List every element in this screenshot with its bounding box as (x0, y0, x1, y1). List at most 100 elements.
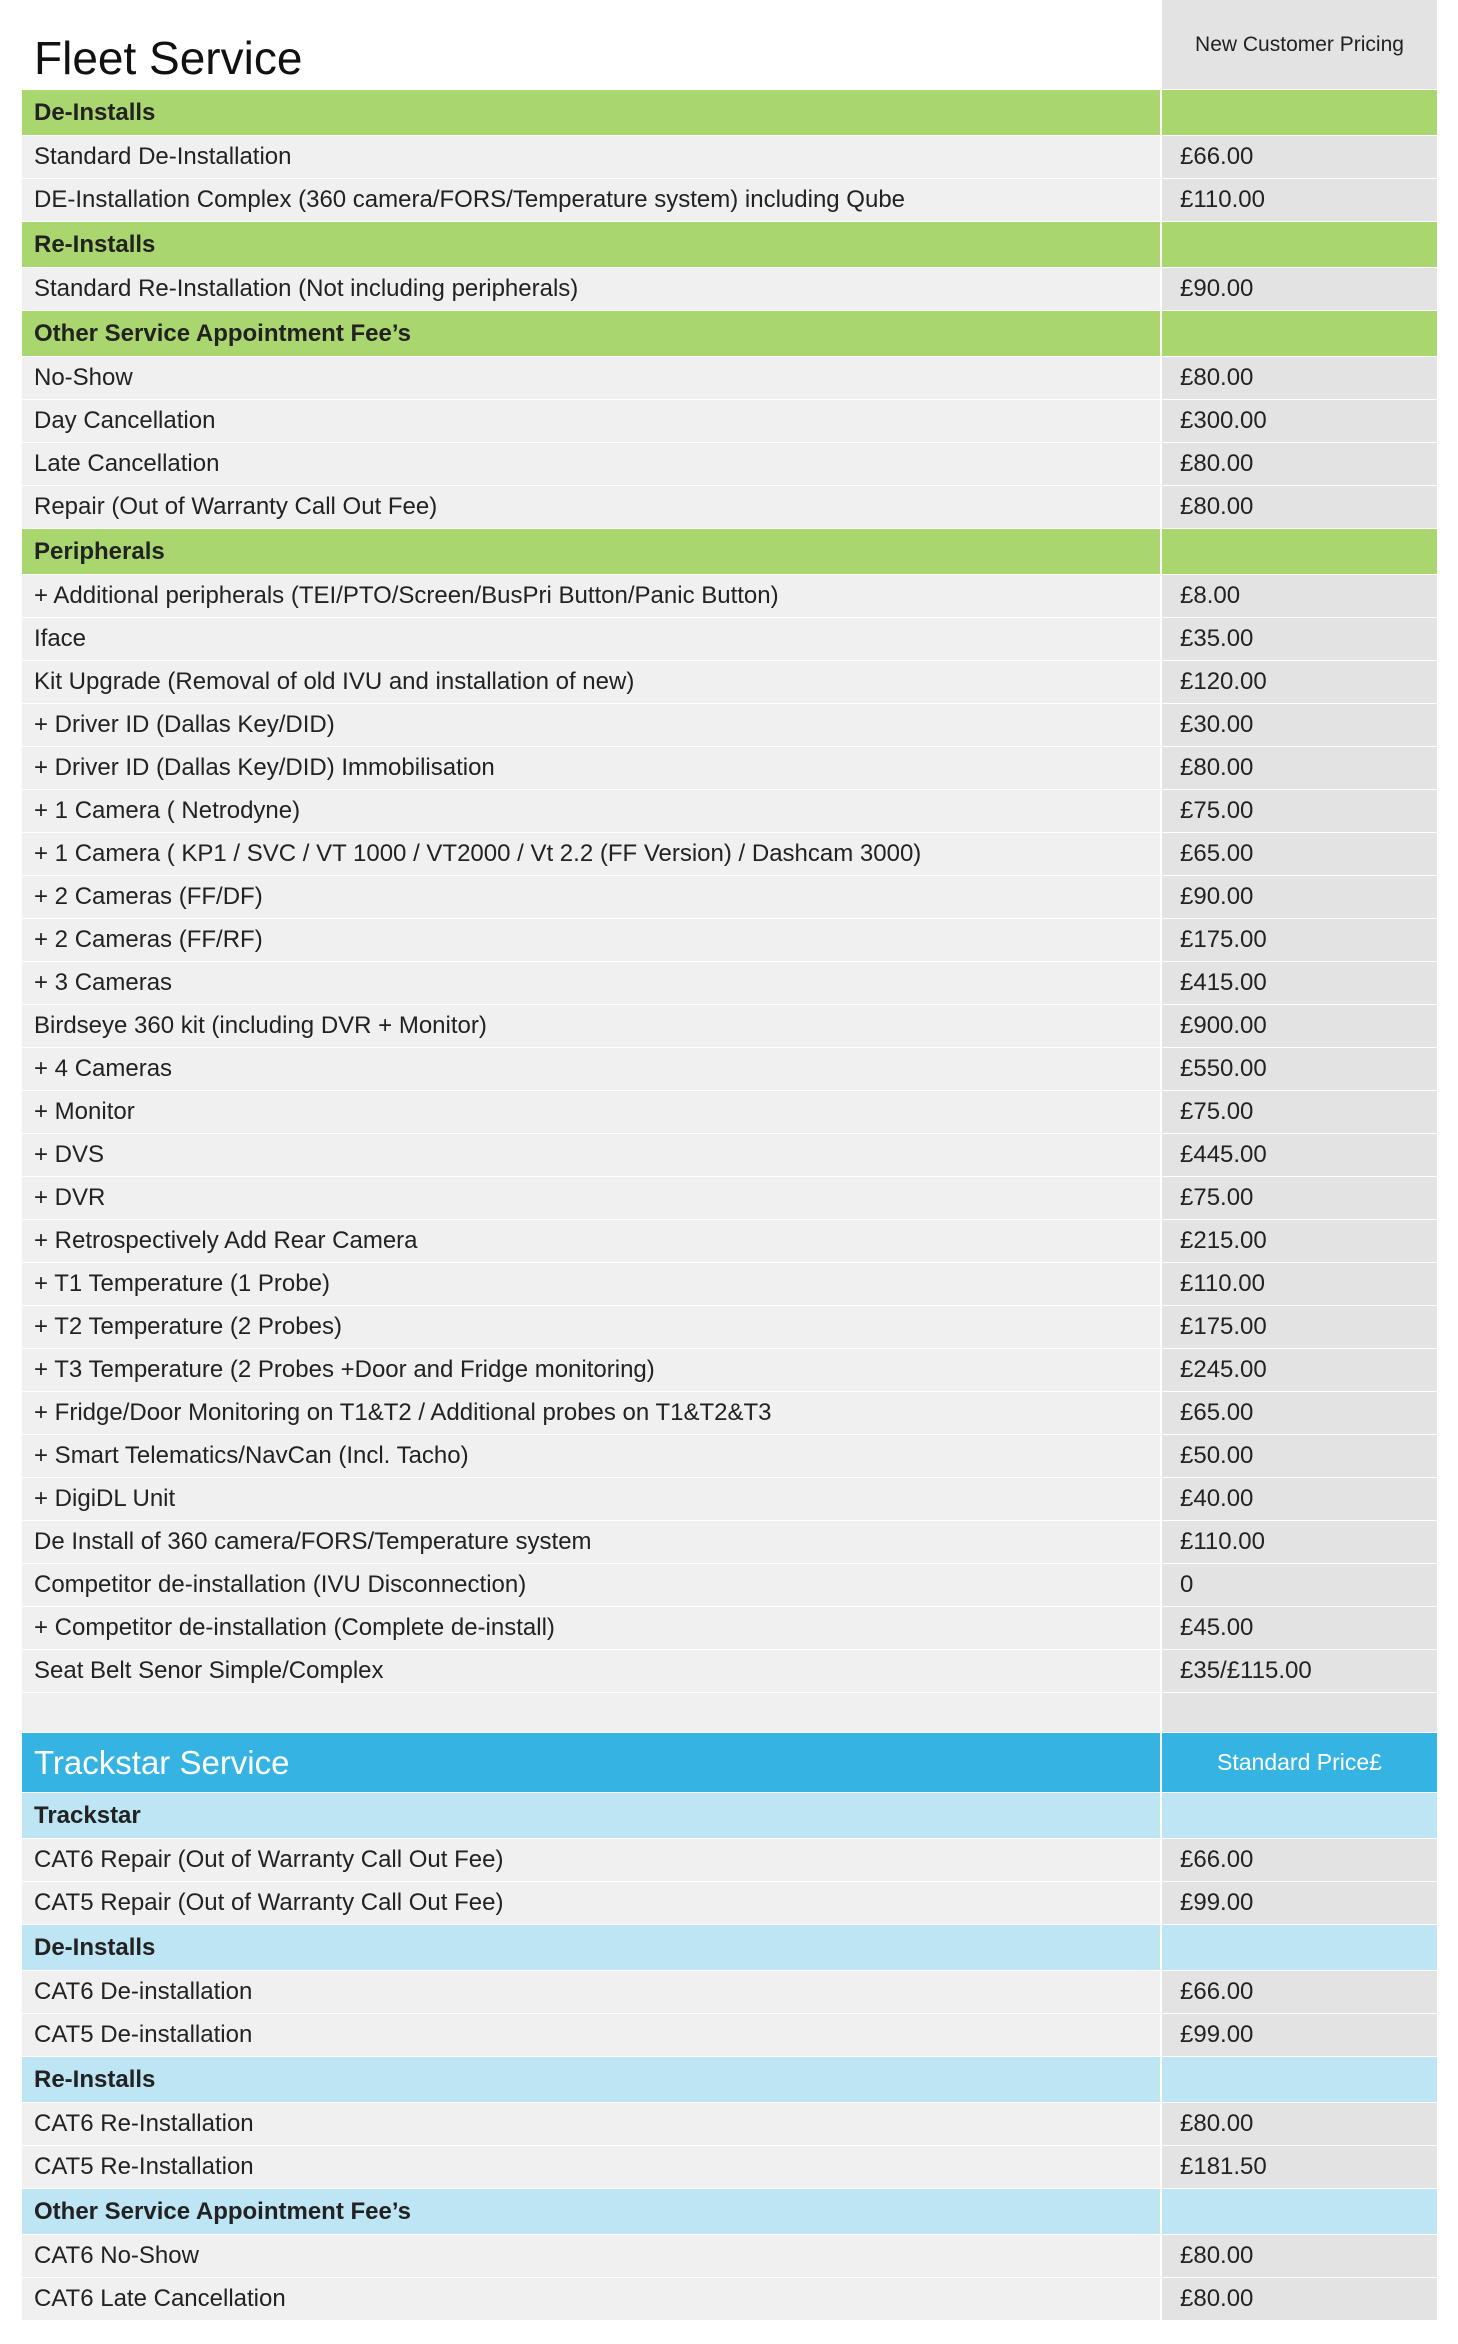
price-row: + DVS £445.00 (22, 1134, 1437, 1177)
price-row: Birdseye 360 kit (including DVR + Monito… (22, 1005, 1437, 1048)
price-row: DE-Installation Complex (360 camera/FORS… (22, 179, 1437, 222)
item-price: £90.00 (1162, 268, 1437, 310)
item-price: £175.00 (1162, 919, 1437, 961)
price-row: + Additional peripherals (TEI/PTO/Screen… (22, 575, 1437, 618)
item-price: £65.00 (1162, 833, 1437, 875)
item-label: CAT5 De-installation (22, 2014, 1162, 2056)
item-label: + DVS (22, 1134, 1162, 1176)
item-label: CAT5 Re-Installation (22, 2146, 1162, 2188)
group-header: Other Service Appointment Fee’s (22, 311, 1437, 357)
item-price: £75.00 (1162, 1091, 1437, 1133)
section-title: Trackstar Service (22, 1733, 1162, 1792)
item-label: CAT5 Repair (Out of Warranty Call Out Fe… (22, 1882, 1162, 1924)
group-price-cell (1162, 1925, 1437, 1970)
price-row: CAT6 De-installation £66.00 (22, 1971, 1437, 2014)
price-row: + DigiDL Unit £40.00 (22, 1478, 1437, 1521)
price-row: Standard De-Installation £66.00 (22, 136, 1437, 179)
group-name: Other Service Appointment Fee’s (22, 2189, 1162, 2234)
price-row: CAT6 Late Cancellation £80.00 (22, 2278, 1437, 2321)
item-price: £550.00 (1162, 1048, 1437, 1090)
item-price: £45.00 (1162, 1607, 1437, 1649)
price-row: De Install of 360 camera/FORS/Temperatur… (22, 1521, 1437, 1564)
price-row: + Smart Telematics/NavCan (Incl. Tacho) £… (22, 1435, 1437, 1478)
price-row: + 2 Cameras (FF/RF) £175.00 (22, 919, 1437, 962)
item-price: £110.00 (1162, 1263, 1437, 1305)
price-row: CAT6 Re-Installation £80.00 (22, 2103, 1437, 2146)
item-label: CAT6 Late Cancellation (22, 2278, 1162, 2320)
group-name: Re-Installs (22, 222, 1162, 267)
price-row: + T2 Temperature (2 Probes) £175.00 (22, 1306, 1437, 1349)
group-name: Trackstar (22, 1793, 1162, 1838)
price-row: + Fridge/Door Monitoring on T1&T2 / Addi… (22, 1392, 1437, 1435)
price-row: CAT5 De-installation £99.00 (22, 2014, 1437, 2057)
price-row: Day Cancellation £300.00 (22, 400, 1437, 443)
item-price: £50.00 (1162, 1435, 1437, 1477)
group-price-cell (1162, 90, 1437, 135)
group-price-cell (1162, 1793, 1437, 1838)
item-price: £245.00 (1162, 1349, 1437, 1391)
item-price: £110.00 (1162, 1521, 1437, 1563)
item-label: + T3 Temperature (2 Probes +Door and Fri… (22, 1349, 1162, 1391)
item-label: + 4 Cameras (22, 1048, 1162, 1090)
item-label: De Install of 360 camera/FORS/Temperatur… (22, 1521, 1162, 1563)
group-price-cell (1162, 2057, 1437, 2102)
item-price: £300.00 (1162, 400, 1437, 442)
empty-cell (1162, 1693, 1437, 1732)
group-name: Peripherals (22, 529, 1162, 574)
price-header: New Customer Pricing (1162, 0, 1437, 89)
item-label: + DigiDL Unit (22, 1478, 1162, 1520)
item-price: £80.00 (1162, 357, 1437, 399)
item-label: Standard De-Installation (22, 136, 1162, 178)
item-price: £8.00 (1162, 575, 1437, 617)
item-price: £30.00 (1162, 704, 1437, 746)
group-price-cell (1162, 311, 1437, 356)
group-header: Peripherals (22, 529, 1437, 575)
item-price: £120.00 (1162, 661, 1437, 703)
group-header: De-Installs (22, 1925, 1437, 1971)
item-price: £181.50 (1162, 2146, 1437, 2188)
item-price: £175.00 (1162, 1306, 1437, 1348)
price-row: + T1 Temperature (1 Probe) £110.00 (22, 1263, 1437, 1306)
item-label: + Smart Telematics/NavCan (Incl. Tacho) (22, 1435, 1162, 1477)
group-price-cell (1162, 529, 1437, 574)
price-row: + 2 Cameras (FF/DF) £90.00 (22, 876, 1437, 919)
item-label: Seat Belt Senor Simple/Complex (22, 1650, 1162, 1692)
item-label: + DVR (22, 1177, 1162, 1219)
item-label: + 3 Cameras (22, 962, 1162, 1004)
item-price: £99.00 (1162, 2014, 1437, 2056)
item-label: + T2 Temperature (2 Probes) (22, 1306, 1162, 1348)
item-price: £90.00 (1162, 876, 1437, 918)
price-row: + Monitor £75.00 (22, 1091, 1437, 1134)
group-name: De-Installs (22, 90, 1162, 135)
item-label: Repair (Out of Warranty Call Out Fee) (22, 486, 1162, 528)
price-row: + Competitor de-installation (Complete d… (22, 1607, 1437, 1650)
item-price: £66.00 (1162, 136, 1437, 178)
group-name: De-Installs (22, 1925, 1162, 1970)
price-row: + Driver ID (Dallas Key/DID) £30.00 (22, 704, 1437, 747)
price-row: Seat Belt Senor Simple/Complex £35/£115.0… (22, 1650, 1437, 1693)
item-price: £75.00 (1162, 1177, 1437, 1219)
item-label: + Driver ID (Dallas Key/DID) Immobilisat… (22, 747, 1162, 789)
item-price: £110.00 (1162, 179, 1437, 221)
item-price: £445.00 (1162, 1134, 1437, 1176)
item-label: CAT6 No-Show (22, 2235, 1162, 2277)
item-label: + Retrospectively Add Rear Camera (22, 1220, 1162, 1262)
price-row: CAT5 Re-Installation £181.50 (22, 2146, 1437, 2189)
group-name: Re-Installs (22, 2057, 1162, 2102)
item-label: Competitor de-installation (IVU Disconne… (22, 1564, 1162, 1606)
price-row: Repair (Out of Warranty Call Out Fee) £80… (22, 486, 1437, 529)
item-label: Standard Re-Installation (Not including … (22, 268, 1162, 310)
item-label: Late Cancellation (22, 443, 1162, 485)
section-header: Fleet Service New Customer Pricing (22, 0, 1437, 90)
item-label: No-Show (22, 357, 1162, 399)
item-label: + Competitor de-installation (Complete d… (22, 1607, 1162, 1649)
price-row: + Driver ID (Dallas Key/DID) Immobilisat… (22, 747, 1437, 790)
item-label: + 1 Camera ( Netrodyne) (22, 790, 1162, 832)
section-title: Fleet Service (22, 0, 1162, 89)
price-sheet: Fleet Service New Customer Pricing De-Inst… (22, 0, 1437, 2321)
item-price: £35.00 (1162, 618, 1437, 660)
group-header: Trackstar (22, 1793, 1437, 1839)
item-price: £66.00 (1162, 1971, 1437, 2013)
item-price: £80.00 (1162, 486, 1437, 528)
